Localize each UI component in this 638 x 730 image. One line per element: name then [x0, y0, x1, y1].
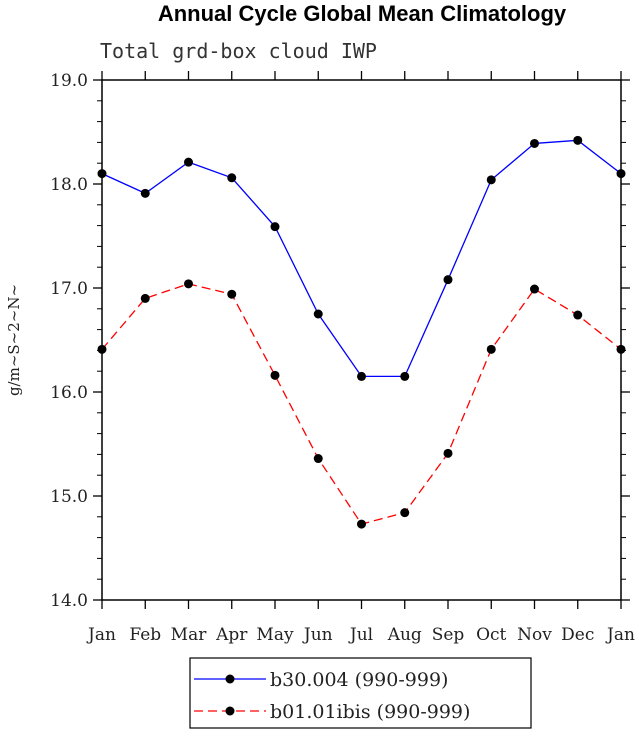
- legend-box: [189, 657, 532, 729]
- x-tick-label-11: Dec: [561, 625, 594, 645]
- x-tick-label-3: Apr: [215, 625, 248, 645]
- series-0-point-6: [357, 371, 366, 381]
- series-line-0: [101, 139, 622, 378]
- series-0-point-5: [313, 309, 323, 319]
- x-tick-label-7: Aug: [387, 625, 422, 645]
- x-tick-label-5: Jun: [302, 625, 333, 645]
- y-tick-label-5: 19.0: [50, 71, 88, 91]
- chart-title: Annual Cycle Global Mean Climatology: [158, 1, 567, 26]
- legend-marker-0: [225, 674, 235, 684]
- y-tick-label-2: 16.0: [50, 383, 88, 403]
- x-tick-label-6: Jul: [348, 625, 373, 645]
- y-tick-label-0: 14.0: [50, 591, 88, 611]
- legend: b30.004 (990-999) b01.01ibis (990-999): [189, 657, 532, 729]
- series-1-point-8: [443, 448, 453, 458]
- series-1-point-7: [400, 508, 410, 518]
- legend-label-0: b30.004 (990-999): [270, 669, 448, 691]
- series-0-point-2: [184, 157, 193, 167]
- x-tick-label-2: Mar: [171, 625, 208, 645]
- series-1-point-2: [184, 279, 193, 289]
- series-0-point-0: [97, 169, 107, 179]
- series-0-point-12: [616, 169, 626, 179]
- series-0-point-4: [270, 222, 280, 232]
- series-0-point-10: [530, 138, 539, 148]
- series-0-point-3: [227, 173, 237, 183]
- series-1-point-9: [486, 344, 496, 354]
- series-1-point-3: [227, 289, 237, 299]
- series-1-point-6: [357, 519, 366, 529]
- series-0-point-8: [443, 275, 453, 285]
- y-tick-label-1: 15.0: [50, 487, 88, 507]
- x-tick-label-4: May: [256, 625, 294, 645]
- legend-marker-1: [225, 706, 235, 716]
- x-tick-label-12: Jan: [605, 625, 635, 645]
- axis-ticks: Jan Feb Mar Apr May Jun Jul Aug Sep Oct Nov Dec Jan 1…: [50, 71, 635, 645]
- chart-subtitle: Total grd-box cloud IWP: [100, 39, 377, 63]
- series-1-point-10: [530, 284, 539, 294]
- y-tick-label-4: 18.0: [50, 175, 88, 195]
- x-tick-label-8: Sep: [432, 625, 465, 645]
- x-tick-label-1: Feb: [129, 625, 161, 645]
- y-tick-label-3: 17.0: [50, 279, 88, 299]
- series-0-point-7: [400, 371, 410, 381]
- series-0-point-1: [140, 188, 150, 198]
- series-1-point-11: [573, 310, 583, 320]
- series-1-point-0: [97, 344, 107, 354]
- x-tick-label-9: Oct: [476, 625, 506, 645]
- x-tick-label-10: Nov: [517, 625, 552, 645]
- series-1-point-4: [270, 370, 280, 380]
- legend-label-1: b01.01ibis (990-999): [270, 701, 470, 723]
- series-0-point-9: [486, 175, 496, 185]
- y-axis-label: g/m~S~2~N~: [5, 284, 23, 396]
- series-0-point-11: [573, 135, 583, 145]
- series-1-point-5: [313, 454, 323, 464]
- series-1-point-1: [140, 293, 150, 303]
- x-tick-label-0: Jan: [86, 625, 116, 645]
- series-line-1: [101, 283, 622, 525]
- series-layer: [97, 135, 626, 529]
- series-1-point-12: [616, 344, 626, 354]
